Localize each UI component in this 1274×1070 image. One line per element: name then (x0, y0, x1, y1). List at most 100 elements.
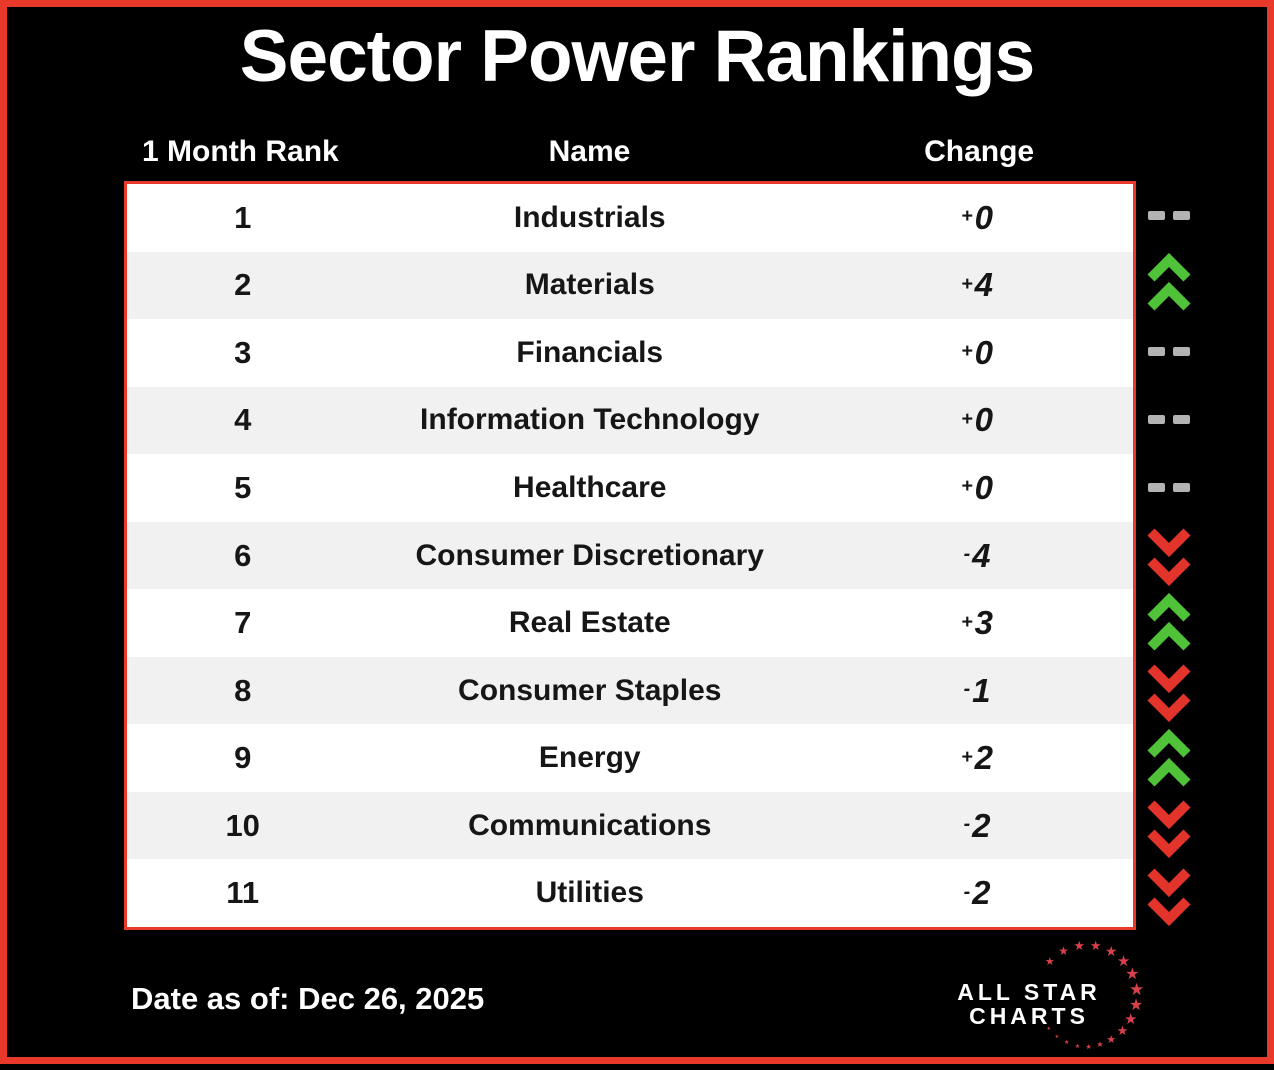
star-icon: ★ (1045, 955, 1055, 968)
star-icon: ★ (1106, 1033, 1116, 1046)
column-header-rank: 1 Month Rank (142, 135, 339, 168)
sector-name-cell: Communications (468, 808, 712, 842)
change-cell: +0 (821, 469, 1133, 507)
rank-cell: 5 (234, 469, 252, 505)
table-row: 10 Communications -2 (127, 791, 1133, 860)
change-indicator-column (1139, 181, 1199, 930)
change-sign: + (961, 340, 973, 363)
star-icon: ★ (1058, 944, 1069, 958)
change-cell: +0 (821, 334, 1133, 372)
star-icon: ★ (1086, 1043, 1092, 1051)
table-row: 3 Financials +0 (127, 319, 1133, 387)
change-cell: -2 (821, 874, 1133, 912)
change-cell: +0 (821, 199, 1133, 237)
table-row: 9 Energy +2 (127, 724, 1133, 792)
star-icon: ★ (1064, 1039, 1069, 1046)
rank-cell: 1 (234, 199, 252, 235)
star-icon: ★ (1075, 1043, 1080, 1050)
change-cell: +2 (821, 739, 1133, 777)
change-cell: +4 (821, 266, 1133, 304)
rank-cell: 3 (234, 334, 252, 370)
sector-name-cell: Industrials (513, 200, 666, 234)
rank-cell: 6 (234, 537, 252, 573)
rank-cell: 2 (234, 267, 252, 303)
change-sign: + (961, 745, 973, 768)
change-value: 4 (974, 266, 994, 304)
change-indicator (1139, 181, 1199, 249)
change-value: 4 (972, 536, 991, 574)
column-header-change: Change (924, 135, 1035, 168)
double-chevron-up-icon (1147, 252, 1191, 311)
change-indicator (1139, 862, 1199, 930)
star-icon: ★ (1129, 980, 1144, 1000)
change-sign: + (961, 475, 973, 498)
change-sign: + (961, 610, 973, 633)
rank-cell: 7 (234, 605, 252, 641)
change-cell: +0 (821, 401, 1133, 439)
table-row: 2 Materials +4 (127, 251, 1133, 320)
change-sign: + (961, 205, 973, 228)
change-sign: + (961, 272, 973, 295)
sector-name-cell: Healthcare (513, 470, 667, 504)
table-row: 7 Real Estate +3 (127, 589, 1133, 657)
table-row: 11 Utilities -2 (127, 859, 1133, 927)
change-cell: -1 (821, 672, 1133, 710)
change-cell: +3 (821, 604, 1133, 642)
rank-cell: 4 (234, 402, 252, 438)
rank-cell: 9 (234, 740, 252, 776)
column-header-name: Name (548, 135, 631, 168)
double-chevron-down-icon (1147, 528, 1191, 587)
star-icon: ★ (1117, 1024, 1129, 1039)
table-row: 4 Information Technology +0 (127, 386, 1133, 455)
star-icon: ★ (1124, 1010, 1137, 1028)
table-row: 1 Industrials +0 (127, 184, 1133, 252)
double-chevron-up-icon (1147, 593, 1191, 651)
no-change-dash-icon (1148, 414, 1190, 424)
star-icon: ★ (1090, 939, 1102, 954)
sector-name-cell: Financials (516, 335, 664, 369)
page-title: Sector Power Rankings (239, 16, 1035, 97)
change-sign: + (961, 407, 973, 430)
logo-line2: CHARTS (969, 1003, 1089, 1029)
star-icon: ★ (1125, 964, 1139, 983)
date-label: Date as of: Dec 26, 2025 (131, 981, 485, 1016)
change-sign: - (963, 813, 971, 836)
change-value: 0 (974, 401, 994, 439)
change-value: 0 (974, 468, 994, 506)
star-icons: ★ ★ ★ ★ ★ ★ ★ ★ ★ ★ ★ ★ ★ ★ ★ ★ ★ ★ (1045, 939, 1144, 1051)
star-icon: ★ (1096, 1040, 1103, 1049)
sector-name-cell: Information Technology (420, 403, 760, 437)
change-value: 2 (974, 739, 994, 777)
sector-name-cell: Materials (524, 268, 655, 302)
change-value: 0 (974, 333, 994, 371)
star-icon: ★ (1055, 1034, 1060, 1040)
sector-name-cell: Consumer Staples (458, 673, 722, 707)
sector-name-cell: Energy (538, 741, 641, 775)
sector-name-cell: Real Estate (508, 606, 671, 640)
star-icon: ★ (1129, 995, 1143, 1014)
change-indicator (1139, 590, 1199, 658)
no-change-dash-icon (1148, 482, 1190, 492)
change-indicator (1139, 794, 1199, 862)
change-value: 2 (972, 806, 991, 844)
change-cell: -4 (821, 537, 1133, 575)
change-indicator (1139, 726, 1199, 794)
change-indicator (1139, 521, 1199, 589)
star-icon: ★ (1046, 1026, 1051, 1032)
logo-star-ring: ★ ★ ★ ★ ★ ★ ★ ★ ★ ★ ★ ★ ★ ★ ★ ★ ★ ★ ALL … (957, 939, 1144, 1051)
no-change-dash-icon (1148, 346, 1190, 356)
double-chevron-down-icon (1147, 868, 1191, 927)
logo-line1: ALL STAR (957, 979, 1101, 1005)
sector-name-cell: Utilities (535, 876, 644, 910)
rank-cell: 8 (234, 672, 252, 708)
rankings-table: 1 Industrials +0 2 Materials +4 3 Financials +0 4… (124, 181, 1136, 930)
change-indicator (1139, 385, 1199, 453)
double-chevron-down-icon (1147, 664, 1191, 723)
change-value: 3 (974, 604, 994, 642)
change-indicator (1139, 317, 1199, 385)
no-change-dash-icon (1148, 210, 1190, 220)
change-sign: - (963, 678, 971, 701)
double-chevron-up-icon (1147, 729, 1191, 787)
double-chevron-down-icon (1147, 800, 1191, 859)
star-icon: ★ (1117, 952, 1130, 970)
